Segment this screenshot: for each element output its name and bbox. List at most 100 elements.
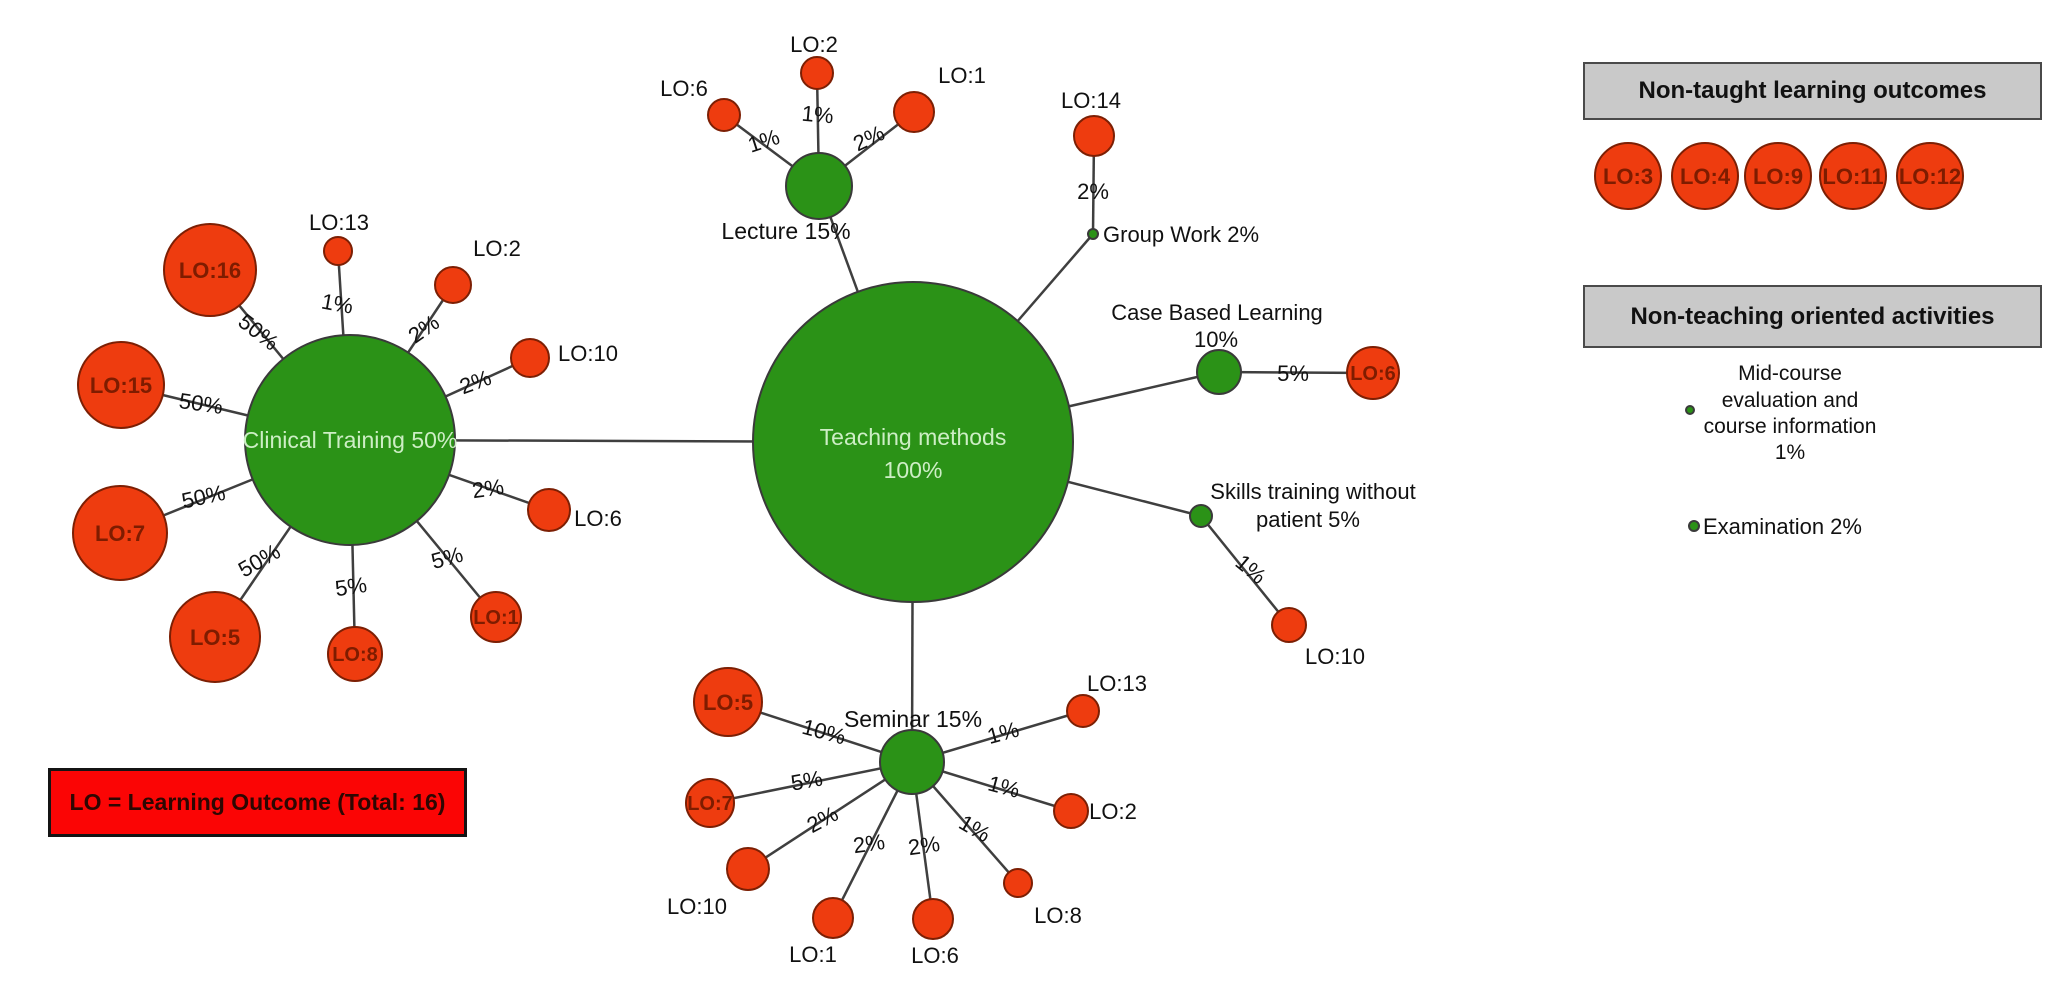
pct-seminar-lo7: 5%	[789, 766, 825, 796]
node-sem-lo13	[1066, 694, 1100, 728]
pct-lecture-lo2: 1%	[801, 101, 835, 129]
pct-clinical-lo15: 50%	[177, 388, 224, 419]
lo-legend-box: LO = Learning Outcome (Total: 16)	[48, 768, 467, 837]
pct-clinical-lo13: 1%	[319, 289, 355, 319]
label-cl-lo2: LO:2	[473, 236, 521, 261]
pct-seminar-lo8: 1%	[955, 810, 995, 848]
label-nt-lo9: LO:9	[1753, 164, 1803, 189]
label-sk-lo10: LO:10	[1305, 644, 1365, 669]
node-cl-lo8	[327, 626, 383, 682]
label-cl-lo15: LO:15	[90, 373, 152, 398]
node-cbl-lo6	[1346, 346, 1400, 400]
label-cl-lo1: LO:1	[473, 607, 519, 629]
node-nt-lo3	[1594, 142, 1662, 210]
node-nt-lo11	[1819, 142, 1887, 210]
node-nt-lo4	[1671, 142, 1739, 210]
label-clinical: Clinical Training 50%	[243, 427, 458, 453]
node-cl-lo2	[434, 266, 472, 304]
node-nt-lo9	[1744, 142, 1812, 210]
label-nt-lo11: LO:11	[1822, 164, 1883, 189]
node-sem-lo5	[693, 667, 763, 737]
node-sem-lo6	[912, 898, 954, 940]
label-cl-lo6: LO:6	[574, 506, 622, 531]
node-midcourse-dot	[1685, 405, 1695, 415]
pct-clinical-lo10: 2%	[456, 365, 494, 399]
pct-lo14-groupwork: 2%	[1077, 179, 1109, 204]
node-lec-lo2	[800, 56, 834, 90]
node-sem-lo1	[812, 897, 854, 939]
pct-seminar-lo10: 2%	[803, 801, 843, 838]
node-cl-lo16	[163, 223, 257, 317]
node-seminar	[879, 729, 945, 795]
pct-clinical-lo7: 50%	[179, 480, 227, 514]
node-nt-lo12	[1896, 142, 1964, 210]
label-nt-lo12: LO:12	[1899, 164, 1961, 189]
node-cl-lo6	[527, 488, 571, 532]
pct-seminar-lo1: 2%	[851, 829, 886, 858]
label-cl-lo13: LO:13	[309, 210, 369, 235]
label-cbl-line2: 10%	[1194, 327, 1238, 352]
node-teaching	[752, 281, 1074, 603]
label-seminar: Seminar 15%	[844, 706, 982, 732]
pct-clinical-lo6: 2%	[470, 474, 505, 503]
pct-seminar-lo6: 2%	[906, 831, 941, 860]
pct-clinical-lo2: 2%	[404, 309, 444, 348]
label-lo14: LO:14	[1061, 88, 1121, 113]
label-lec-lo2: LO:2	[790, 32, 838, 57]
node-cl-lo7	[72, 485, 168, 581]
label-sem-lo6: LO:6	[911, 943, 959, 968]
pct-cbl-lo6: 5%	[1277, 361, 1309, 386]
label-skills-line2: patient 5%	[1256, 507, 1360, 532]
legend-midcourse-line2: evaluation and	[1722, 389, 1859, 412]
node-cbl	[1196, 349, 1242, 395]
non-teaching-activities-header: Non-teaching oriented activities	[1583, 285, 2042, 348]
label-lec-lo6: LO:6	[660, 76, 708, 101]
node-lecture	[785, 152, 853, 220]
label-nt-lo3: LO:3	[1603, 164, 1653, 189]
legend-midcourse-line3: course information	[1704, 415, 1877, 438]
label-groupwork: Group Work 2%	[1103, 222, 1259, 247]
label-lecture: Lecture 15%	[721, 218, 850, 244]
node-sem-lo10	[726, 847, 770, 891]
node-cl-lo1	[470, 591, 522, 643]
node-sem-lo7	[685, 778, 735, 828]
node-groupwork-dot	[1087, 228, 1099, 240]
label-cl-lo7: LO:7	[95, 521, 145, 546]
label-skills-line1: Skills training without	[1210, 479, 1415, 504]
legend-examination: Examination 2%	[1703, 514, 1862, 539]
node-cl-lo15	[77, 341, 165, 429]
label-sem-lo8: LO:8	[1034, 903, 1082, 928]
node-clinical	[244, 334, 456, 546]
label-teaching-line1: Teaching methods	[820, 424, 1007, 450]
label-sem-lo2: LO:2	[1089, 799, 1137, 824]
pct-lecture-lo1: 2%	[849, 120, 888, 156]
node-sk-lo10	[1271, 607, 1307, 643]
pct-skills-lo10: 1%	[1231, 549, 1271, 589]
label-cl-lo8: LO:8	[332, 644, 378, 666]
label-cl-lo16: LO:16	[179, 258, 241, 283]
label-cl-lo10: LO:10	[558, 341, 618, 366]
node-skills	[1189, 504, 1213, 528]
node-cl-lo10	[510, 338, 550, 378]
label-nt-lo4: LO:4	[1680, 164, 1731, 189]
legend-midcourse-line4: 1%	[1775, 441, 1805, 464]
node-cl-lo13	[323, 236, 353, 266]
label-teaching-line2: 100%	[884, 457, 943, 483]
label-sem-lo13: LO:13	[1087, 671, 1147, 696]
node-lo14	[1073, 115, 1115, 157]
label-sem-lo1: LO:1	[789, 942, 837, 967]
pct-clinical-lo8: 5%	[333, 572, 368, 601]
label-sem-lo10: LO:10	[667, 894, 727, 919]
pct-seminar-lo13: 1%	[984, 717, 1021, 749]
node-lec-lo1	[893, 91, 935, 133]
pct-lecture-lo6: 1%	[745, 124, 783, 158]
node-sem-lo2	[1053, 793, 1089, 829]
label-lec-lo1: LO:1	[938, 63, 986, 88]
node-sem-lo8	[1003, 868, 1033, 898]
edge-seminar-sem-lo7	[709, 760, 913, 805]
node-cl-lo5	[169, 591, 261, 683]
non-taught-outcomes-header: Non-taught learning outcomes	[1583, 62, 2042, 120]
label-cbl-line1: Case Based Learning	[1111, 300, 1323, 325]
label-sem-lo5: LO:5	[703, 690, 753, 715]
